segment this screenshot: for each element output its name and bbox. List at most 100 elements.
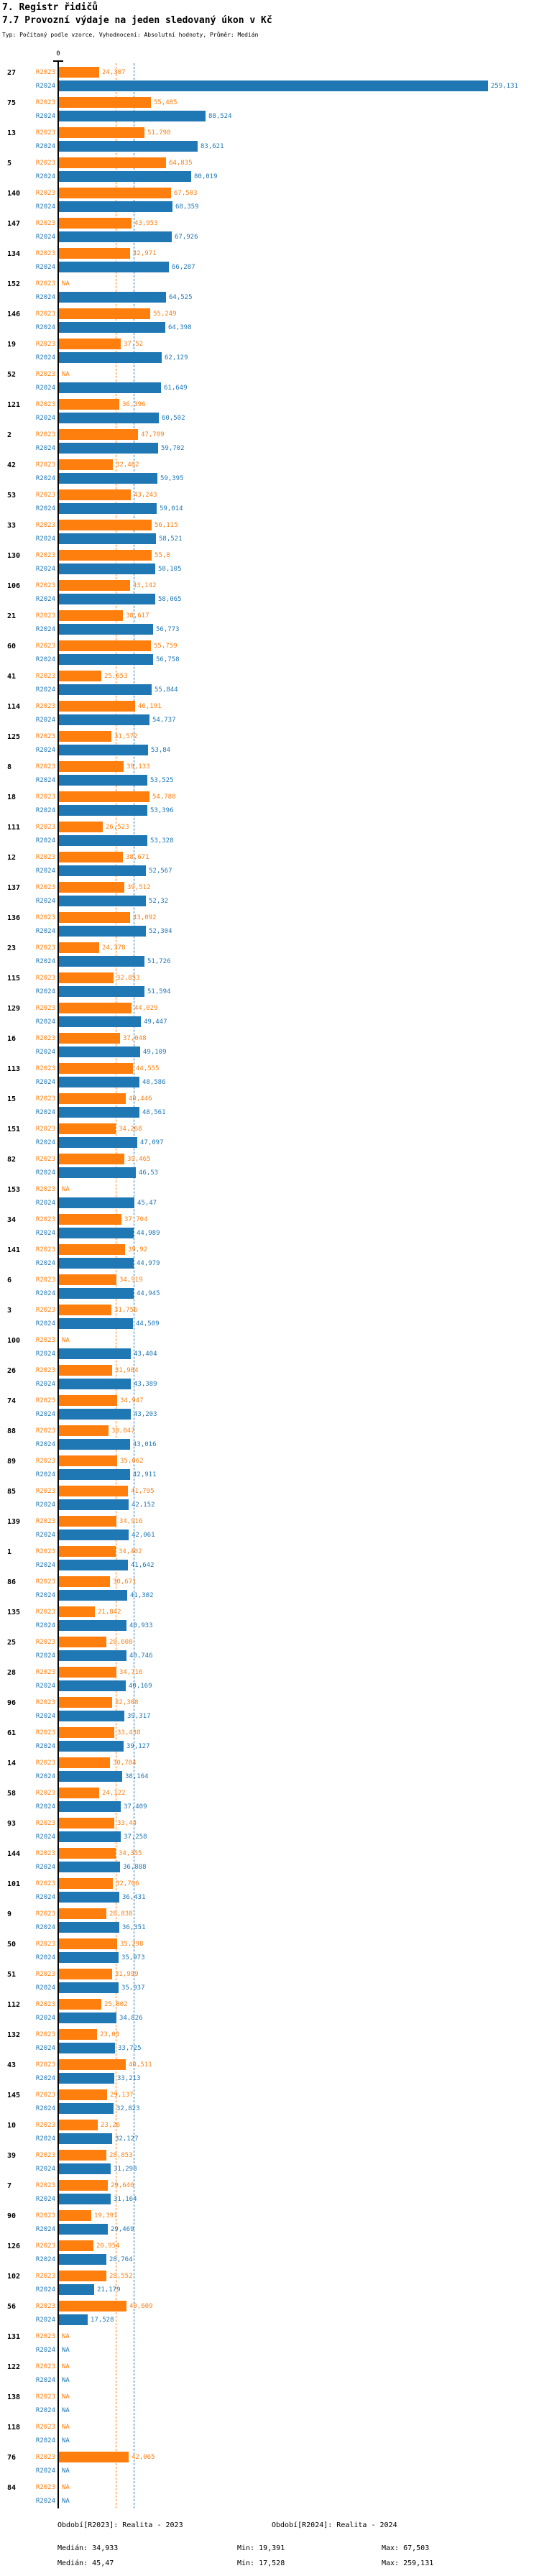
value-label-r2023: 26,523: [106, 824, 129, 831]
category-label: 3: [7, 1307, 12, 1315]
series-label-r2024: R2024: [35, 1079, 55, 1086]
bar-r2023: [59, 852, 123, 862]
value-label-r2023: 30,784: [113, 1760, 137, 1767]
category-label: 26: [7, 1367, 17, 1375]
bar-r2024: [59, 322, 165, 333]
value-label-r2024: 36,888: [123, 1864, 147, 1871]
series-label-r2024: R2024: [35, 747, 55, 754]
bar-r2024: [59, 1711, 124, 1721]
category-label: 131: [7, 2333, 21, 2341]
series-label-r2024: R2024: [35, 2256, 55, 2263]
series-label-r2024: R2024: [35, 837, 55, 845]
value-label-r2023: 31,756: [114, 1307, 138, 1314]
bar-r2024: [59, 1137, 137, 1148]
value-label-r2023: 44,029: [134, 1005, 158, 1012]
series-label-r2024: R2024: [35, 1501, 55, 1509]
value-label-r2024: 44,989: [137, 1230, 160, 1237]
value-label-r2024: 49,447: [144, 1018, 167, 1026]
series-label-r2024: R2024: [35, 1773, 55, 1780]
category-label: 5: [7, 160, 12, 167]
value-label-r2024: 38,164: [125, 1773, 149, 1780]
series-label-r2024: R2024: [35, 988, 55, 995]
bar-r2024: [59, 1560, 128, 1570]
series-label-r2023: R2023: [35, 250, 55, 257]
value-label-r2024: 67,926: [175, 234, 198, 241]
series-label-r2024: R2024: [35, 1622, 55, 1629]
series-label-r2024: R2024: [35, 1894, 55, 1901]
value-label-r2024: 66,287: [172, 264, 195, 271]
value-label-r2023: 41,795: [131, 1488, 155, 1495]
series-label-r2024: R2024: [35, 2377, 55, 2384]
bar-r2023: [59, 1455, 117, 1466]
bar-r2024: [59, 141, 198, 152]
value-label-r2023: 37,048: [123, 1035, 147, 1042]
series-label-r2024: R2024: [35, 2286, 55, 2294]
series-label-r2023: R2023: [35, 160, 55, 167]
value-label-r2024: 40,169: [129, 1683, 152, 1690]
series-label-r2024: R2024: [35, 143, 55, 150]
value-label-r2024: 35,937: [121, 1984, 145, 1992]
series-label-r2023: R2023: [35, 2484, 55, 2491]
value-label-r2024: 68,359: [175, 203, 199, 211]
value-label-r2024: 32,127: [115, 2135, 139, 2143]
value-label-r2024: 52,304: [149, 928, 172, 935]
bar-r2024: [59, 2284, 94, 2295]
value-label-r2024: 53,525: [150, 777, 174, 784]
bar-r2023: [59, 1365, 112, 1376]
series-label-r2023: R2023: [35, 2122, 55, 2129]
bar-r2023: [59, 671, 101, 681]
value-label-r2023: 25,653: [104, 673, 128, 680]
value-label-r2023: NA: [62, 280, 70, 288]
series-label-r2024: R2024: [35, 868, 55, 875]
series-label-r2024: R2024: [35, 1683, 55, 1690]
value-label-r2024: 59,395: [160, 475, 184, 482]
value-label-r2023: 33,44: [117, 1820, 137, 1827]
bar-r2023: [59, 429, 138, 440]
bar-r2023: [59, 188, 171, 198]
series-label-r2024: R2024: [35, 1049, 55, 1056]
bar-r2024: [59, 2224, 108, 2235]
bar-r2024: [59, 352, 162, 363]
bar-r2024: [59, 1469, 130, 1480]
bar-r2023: [59, 701, 135, 712]
series-label-r2023: R2023: [35, 2242, 55, 2250]
series-label-r2024: R2024: [35, 2407, 55, 2414]
series-label-r2023: R2023: [35, 1156, 55, 1163]
value-label-r2024: 42,152: [132, 1501, 155, 1509]
category-label: 86: [7, 1578, 17, 1586]
category-label: 145: [7, 2092, 21, 2099]
series-label-r2024: R2024: [35, 2498, 55, 2505]
value-label-r2024: 58,521: [159, 535, 183, 543]
category-label: 93: [7, 1820, 17, 1828]
series-label-r2024: R2024: [35, 535, 55, 543]
series-label-r2024: R2024: [35, 2226, 55, 2233]
bar-r2023: [59, 1214, 121, 1225]
series-label-r2024: R2024: [35, 1139, 55, 1146]
bar-r2024: [59, 1077, 139, 1087]
category-label: 102: [7, 2273, 21, 2281]
bar-r2023: [59, 248, 130, 259]
series-label-r2024: R2024: [35, 1864, 55, 1871]
value-label-r2024: 17,528: [91, 2317, 114, 2324]
series-label-r2024: R2024: [35, 294, 55, 301]
series-label-r2024: R2024: [35, 1230, 55, 1237]
value-label-r2024: 41,302: [130, 1592, 154, 1599]
series-label-r2023: R2023: [35, 1880, 55, 1887]
series-label-r2024: R2024: [35, 717, 55, 724]
series-label-r2024: R2024: [35, 234, 55, 241]
value-label-r2023: 29,137: [110, 2092, 134, 2099]
series-label-r2024: R2024: [35, 807, 55, 814]
category-label: 89: [7, 1458, 17, 1466]
bar-r2024: [59, 986, 144, 997]
value-label-r2024: 51,726: [147, 958, 171, 965]
value-label-r2024: 33,725: [118, 2045, 142, 2052]
series-label-r2024: R2024: [35, 2437, 55, 2444]
category-label: 137: [7, 884, 21, 892]
category-label: 19: [7, 341, 17, 349]
bar-r2024: [59, 1771, 122, 1782]
category-label: 28: [7, 1669, 17, 1677]
bar-r2024: [59, 1439, 130, 1450]
series-label-r2024: R2024: [35, 2075, 55, 2082]
value-label-r2024: 53,328: [150, 837, 174, 845]
value-label-r2024: 41,642: [131, 1562, 155, 1569]
